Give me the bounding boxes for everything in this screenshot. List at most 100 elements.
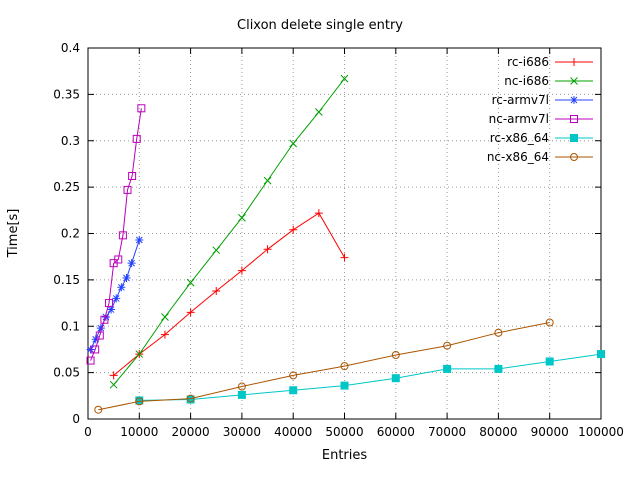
marker-square-open (100, 315, 109, 324)
marker-square-filled (597, 350, 605, 359)
series-line-nc-x86_64 (98, 322, 550, 411)
marker-cross (161, 313, 169, 321)
marker-circle-open (443, 341, 452, 350)
series-rc-x86_64 (135, 350, 605, 405)
y-tick-label: 0.15 (53, 273, 80, 287)
marker-cross (263, 176, 272, 185)
marker-square-open (137, 104, 146, 113)
marker-asterisk (570, 96, 578, 104)
legend-label-nc-armv7l: nc-armv7l (489, 112, 549, 126)
marker-circle-open (135, 397, 144, 406)
marker-circle-open (289, 371, 298, 380)
legend-label-rc-x86_64: rc-x86_64 (490, 131, 549, 145)
marker-cross (212, 246, 221, 255)
marker-asterisk (91, 335, 100, 344)
marker-cross (238, 213, 246, 222)
series-nc-i686 (109, 74, 349, 389)
marker-plus (314, 209, 323, 218)
marker-circle-open (494, 328, 503, 337)
series-line-rc-x86_64 (139, 353, 602, 401)
marker-plus (186, 308, 195, 317)
series-rc-i686 (109, 209, 349, 380)
marker-square-open (132, 134, 141, 143)
marker-cross (340, 74, 349, 83)
marker-square-open (570, 115, 578, 123)
marker-plus (570, 58, 578, 66)
x-axis-label: Entries (321, 448, 368, 463)
x-tick-label: 90000 (531, 425, 569, 439)
marker-plus (109, 371, 118, 380)
y-tick-label: 0.05 (53, 366, 80, 380)
marker-square-filled (391, 374, 400, 383)
legend-label-nc-i686: nc-i686 (504, 74, 549, 88)
marker-circle-open (237, 382, 246, 391)
marker-square-filled (494, 364, 503, 373)
x-tick-label: 10000 (120, 425, 158, 439)
marker-asterisk (117, 283, 126, 292)
marker-circle-open (545, 318, 554, 327)
marker-cross (289, 139, 298, 148)
marker-asterisk (112, 294, 121, 303)
marker-square-open (86, 356, 95, 365)
x-tick-label: 40000 (274, 425, 312, 439)
series-line-rc-i686 (113, 212, 345, 376)
series-rc-armv7l (86, 235, 144, 354)
marker-asterisk (101, 312, 110, 321)
x-tick-label: 100000 (578, 425, 624, 439)
marker-asterisk (107, 305, 116, 314)
marker-square-open (105, 299, 114, 308)
x-tick-label: 70000 (428, 425, 466, 439)
marker-plus (263, 245, 272, 254)
marker-plus (160, 330, 169, 339)
marker-cross (186, 278, 195, 287)
marker-square-open (114, 255, 123, 264)
y-tick-label: 0.25 (53, 180, 80, 194)
series-line-nc-i686 (113, 78, 345, 386)
marker-cross (314, 108, 323, 116)
marker-plus (289, 225, 298, 234)
y-tick-label: 0.3 (61, 134, 80, 148)
series-line-rc-armv7l (90, 239, 140, 350)
x-tick-label: 50000 (325, 425, 363, 439)
marker-plus (212, 287, 221, 296)
marker-square-filled (570, 134, 578, 142)
marker-cross (109, 380, 118, 389)
legend-label-rc-i686: rc-i686 (507, 55, 549, 69)
marker-square-filled (237, 390, 246, 399)
marker-asterisk (122, 274, 131, 283)
y-tick-label: 0.1 (61, 319, 80, 333)
marker-circle-open (391, 351, 400, 360)
series-nc-x86_64 (94, 318, 554, 414)
y-tick-label: 0.4 (61, 41, 80, 55)
legend-label-rc-armv7l: rc-armv7l (492, 93, 549, 107)
marker-circle-open (186, 394, 195, 403)
x-tick-label: 20000 (172, 425, 210, 439)
marker-plus (340, 253, 349, 262)
marker-cross (135, 350, 144, 358)
marker-circle-open (570, 153, 578, 161)
marker-square-open (91, 345, 100, 354)
plot-border (87, 47, 602, 420)
marker-square-open (128, 171, 137, 180)
marker-asterisk (127, 259, 136, 268)
y-tick-label: 0.35 (53, 87, 80, 101)
legend-label-nc-x86_64: nc-x86_64 (487, 150, 549, 164)
marker-circle-open (94, 405, 103, 414)
marker-square-open (95, 331, 104, 340)
x-tick-label: 60000 (377, 425, 415, 439)
series-line-nc-armv7l (90, 108, 142, 361)
marker-square-filled (443, 364, 452, 373)
marker-square-filled (289, 386, 298, 395)
marker-asterisk (86, 345, 95, 354)
marker-square-filled (545, 357, 554, 366)
x-tick-label: 30000 (223, 425, 261, 439)
series-nc-armv7l (86, 104, 146, 365)
marker-plus (237, 266, 246, 275)
x-tick-label: 0 (84, 425, 92, 439)
marker-square-open (118, 231, 127, 240)
marker-square-open (123, 185, 132, 194)
x-tick-label: 80000 (479, 425, 517, 439)
marker-circle-open (340, 362, 349, 371)
